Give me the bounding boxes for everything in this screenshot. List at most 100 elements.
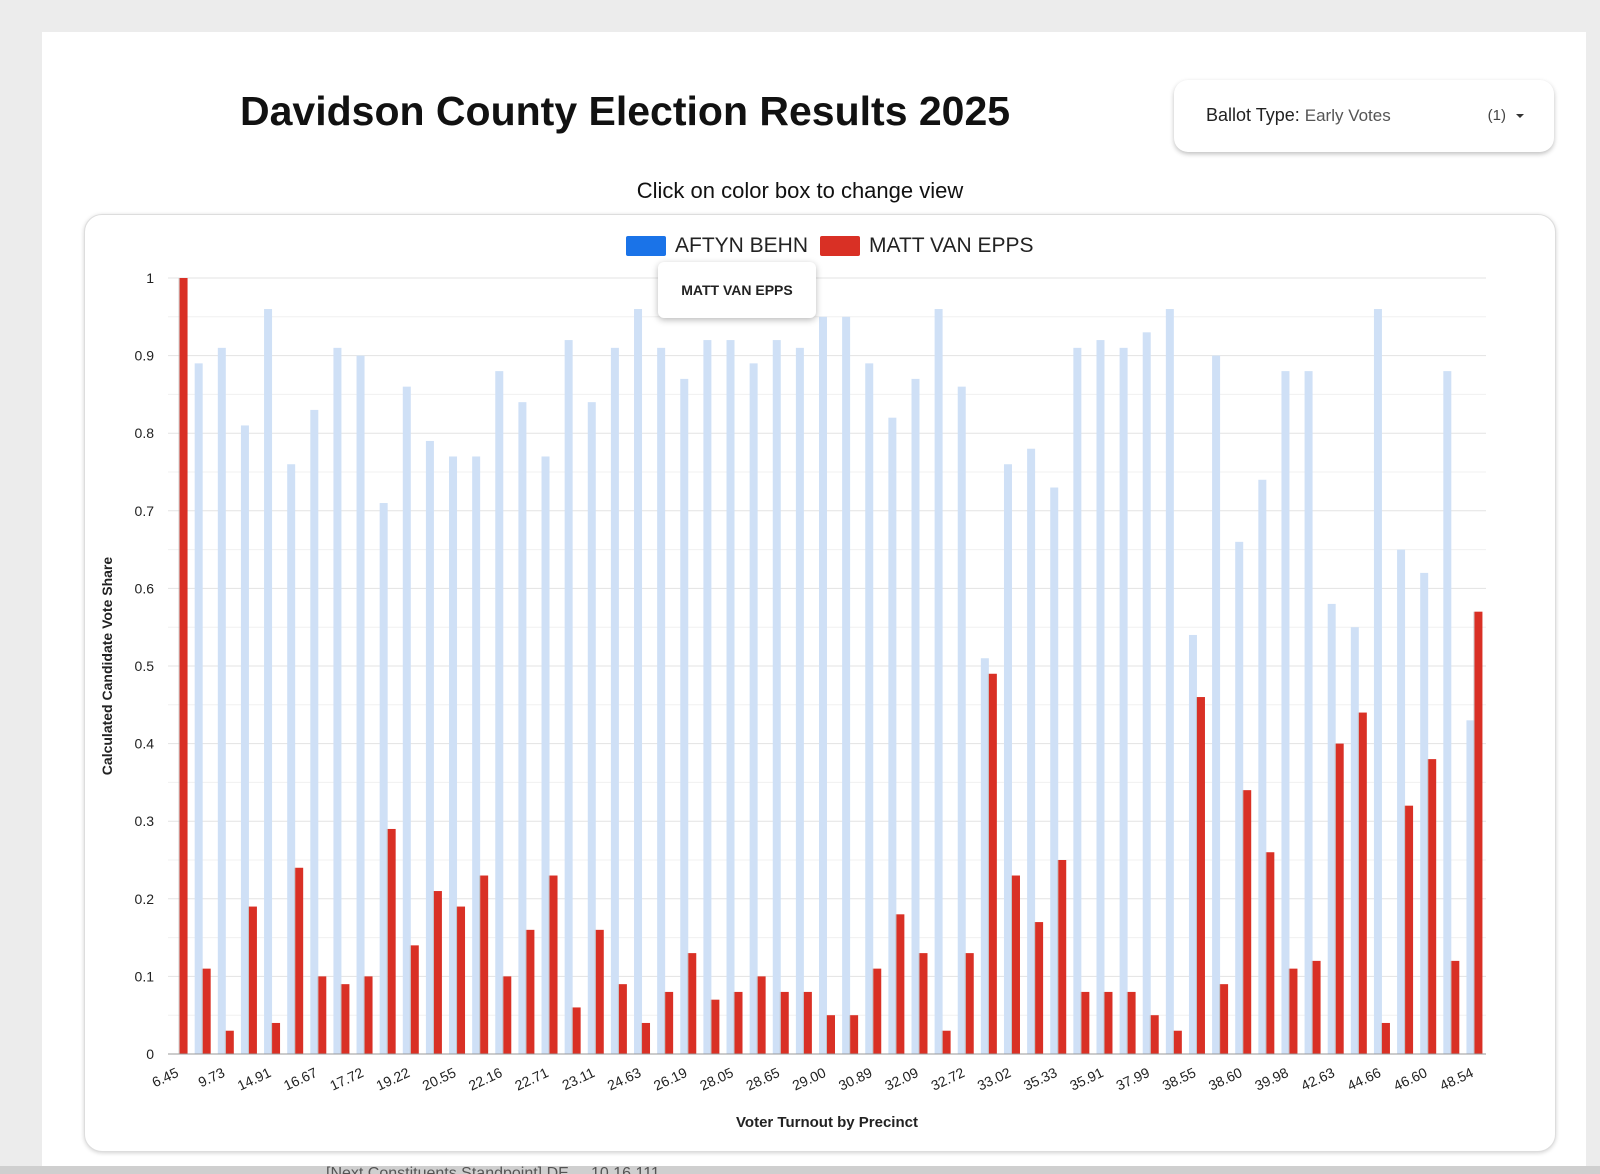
chart-tooltip: MATT VAN EPPS — [658, 262, 816, 318]
bar-aftyn-behn — [287, 464, 296, 1054]
x-tick-label: 48.54 — [1437, 1064, 1476, 1093]
bar-aftyn-behn — [518, 402, 527, 1054]
bar-aftyn-behn — [1304, 371, 1313, 1054]
bar-shadow — [802, 991, 804, 1054]
bar-aftyn-behn — [772, 340, 781, 1055]
bar-aftyn-behn — [634, 309, 643, 1054]
bar-matt-van-epps — [503, 976, 512, 1054]
bar-aftyn-behn — [957, 386, 966, 1054]
bar-aftyn-behn — [1420, 572, 1429, 1054]
bar-shadow — [687, 953, 689, 1054]
bar-aftyn-behn — [980, 658, 989, 1054]
legend-swatch-aftyn-behn[interactable] — [626, 236, 666, 256]
ballot-type-select[interactable]: Ballot Type: Early Votes (1) — [1174, 80, 1554, 152]
bar-matt-van-epps — [1381, 1022, 1390, 1054]
bar-aftyn-behn — [1466, 720, 1475, 1054]
bar-shadow — [247, 906, 249, 1054]
bar-matt-van-epps — [526, 929, 535, 1054]
y-tick-label: 0.8 — [135, 425, 155, 441]
x-tick-label: 37.99 — [1113, 1064, 1152, 1093]
bar-matt-van-epps — [1081, 991, 1090, 1054]
bar-shadow — [479, 875, 481, 1054]
x-tick-label: 28.05 — [697, 1064, 736, 1093]
bar-shadow — [1034, 922, 1036, 1054]
bar-aftyn-behn — [1119, 347, 1128, 1055]
bar-matt-van-epps — [457, 906, 466, 1054]
bar-aftyn-behn — [310, 409, 319, 1054]
legend-label-matt-van-epps[interactable]: MATT VAN EPPS — [869, 234, 1034, 257]
caret-down-icon[interactable] — [1516, 114, 1524, 118]
bar-matt-van-epps — [225, 1030, 234, 1054]
x-tick-label: 38.55 — [1160, 1064, 1199, 1093]
legend-item-aftyn-behn[interactable]: AFTYN BEHN — [626, 234, 808, 258]
bar-aftyn-behn — [1073, 347, 1082, 1055]
bar-matt-van-epps — [711, 999, 720, 1054]
x-tick-label: 22.16 — [466, 1064, 505, 1093]
bar-matt-van-epps — [618, 984, 627, 1054]
legend-item-matt-van-epps[interactable]: MATT VAN EPPS — [820, 234, 1034, 258]
bar-shadow — [294, 867, 296, 1054]
bar-shadow — [432, 891, 434, 1054]
bar-aftyn-behn — [842, 316, 851, 1054]
bar-shadow — [1404, 805, 1406, 1054]
bar-matt-van-epps — [433, 891, 442, 1054]
bar-aftyn-behn — [865, 363, 874, 1054]
bar-aftyn-behn — [1165, 309, 1174, 1054]
bar-matt-van-epps — [965, 953, 974, 1054]
x-axis-title: Voter Turnout by Precinct — [736, 1114, 918, 1131]
bar-aftyn-behn — [333, 347, 342, 1055]
bar-shadow — [710, 999, 712, 1054]
bar-shadow — [1103, 991, 1105, 1054]
x-tick-label: 42.63 — [1298, 1064, 1337, 1093]
bar-aftyn-behn — [240, 425, 249, 1054]
x-tick-label: 20.55 — [420, 1064, 459, 1093]
x-tick-label: 24.63 — [605, 1064, 644, 1093]
bar-matt-van-epps — [1428, 759, 1437, 1054]
bar-shadow — [779, 991, 781, 1054]
bar-matt-van-epps — [318, 976, 327, 1054]
bar-shadow — [571, 1007, 573, 1054]
legend-swatch-matt-van-epps[interactable] — [820, 236, 860, 256]
bar-matt-van-epps — [1474, 611, 1483, 1054]
bar-shadow — [1242, 790, 1244, 1054]
bar-aftyn-behn — [703, 340, 712, 1055]
x-tick-label: 32.72 — [928, 1064, 967, 1093]
page-title: Davidson County Election Results 2025 — [240, 88, 1011, 134]
bar-aftyn-behn — [819, 316, 827, 1054]
bar-aftyn-behn — [749, 363, 758, 1054]
x-tick-label: 17.72 — [327, 1064, 366, 1093]
bar-aftyn-behn — [795, 347, 804, 1055]
x-tick-label: 19.22 — [374, 1064, 413, 1093]
x-tick-label: 9.73 — [196, 1064, 228, 1090]
y-tick-label: 0.6 — [135, 580, 155, 596]
bar-matt-van-epps — [1011, 875, 1020, 1054]
legend-label-aftyn-behn[interactable]: AFTYN BEHN — [675, 234, 809, 257]
bar-shadow — [895, 914, 897, 1054]
bar-aftyn-behn — [1258, 479, 1267, 1054]
bar-shadow — [664, 991, 666, 1054]
bar-shadow — [363, 976, 365, 1054]
bar-matt-van-epps — [595, 929, 604, 1054]
bar-aftyn-behn — [1050, 487, 1059, 1054]
x-tick-label: 39.98 — [1252, 1064, 1291, 1093]
bottom-strip-text: [Next Constituents Standpoint] DE ... 10… — [326, 1165, 660, 1174]
bar-matt-van-epps — [1335, 743, 1344, 1054]
bar-shadow — [1265, 852, 1267, 1054]
bar-matt-van-epps — [780, 991, 789, 1054]
bar-shadow — [617, 984, 619, 1054]
bar-matt-van-epps — [1405, 805, 1414, 1054]
bar-shadow — [849, 1015, 851, 1054]
x-tick-label: 14.91 — [235, 1064, 274, 1093]
bar-matt-van-epps — [827, 1015, 835, 1054]
bar-matt-van-epps — [1451, 960, 1460, 1054]
x-tick-label: 29.00 — [790, 1064, 829, 1093]
bar-aftyn-behn — [564, 340, 573, 1055]
bar-shadow — [987, 673, 989, 1054]
bar-aftyn-behn — [379, 503, 388, 1054]
bar-aftyn-behn — [1443, 371, 1452, 1054]
bar-matt-van-epps — [757, 976, 766, 1054]
bar-matt-van-epps — [387, 828, 396, 1054]
y-tick-label: 0.1 — [135, 968, 155, 984]
bar-matt-van-epps — [272, 1022, 281, 1054]
x-tick-label: 38.60 — [1206, 1064, 1245, 1093]
